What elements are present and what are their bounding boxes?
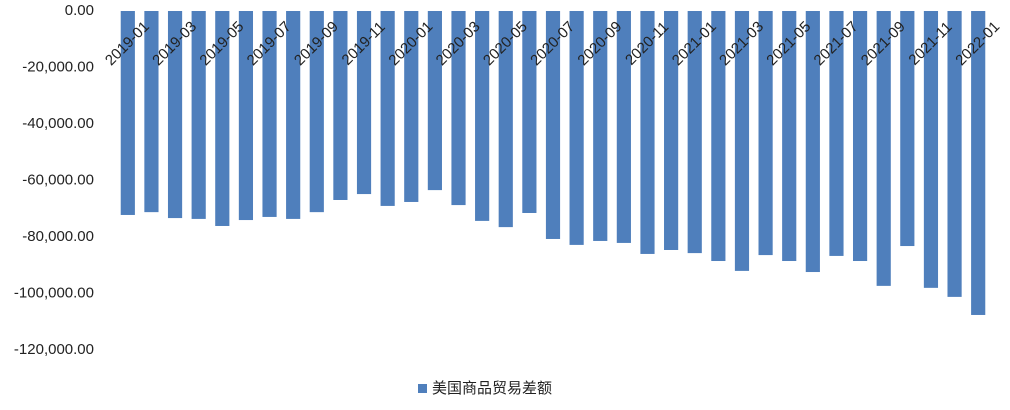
y-tick-label: -60,000.00	[22, 171, 94, 188]
bar	[664, 11, 679, 250]
bar	[593, 11, 608, 241]
y-tick-label: -80,000.00	[22, 228, 94, 245]
bar	[167, 11, 183, 219]
bar	[380, 11, 395, 206]
legend-swatch	[418, 384, 427, 393]
bar	[782, 11, 797, 262]
bar	[333, 11, 348, 200]
bar	[569, 11, 584, 245]
bar	[640, 11, 655, 254]
y-tick-label: -40,000.00	[22, 115, 94, 132]
bar	[356, 11, 372, 195]
bar	[758, 11, 773, 256]
bar	[687, 11, 702, 254]
bar	[545, 11, 561, 239]
bar	[522, 11, 537, 213]
bar	[309, 11, 324, 213]
bar	[451, 11, 466, 206]
bar	[427, 11, 442, 191]
legend-label: 美国商品贸易差额	[432, 380, 552, 397]
bar	[711, 11, 726, 262]
bar	[947, 11, 962, 297]
bar	[900, 11, 915, 247]
bar	[120, 11, 135, 215]
bar	[475, 11, 490, 221]
y-tick-label: -120,000.00	[14, 341, 94, 358]
bar	[498, 11, 513, 228]
y-tick-label: -100,000.00	[14, 284, 94, 301]
bar	[829, 11, 844, 256]
bar	[191, 11, 206, 219]
bar	[876, 11, 891, 286]
y-tick-label: -20,000.00	[22, 58, 94, 75]
bar	[144, 11, 159, 213]
bar	[286, 11, 301, 219]
bar	[215, 11, 230, 226]
bar	[734, 11, 750, 271]
bar	[262, 11, 277, 217]
bar	[805, 11, 820, 273]
bar	[852, 11, 868, 262]
bar	[404, 11, 419, 202]
bar	[923, 11, 939, 288]
bar	[971, 11, 986, 315]
bar	[616, 11, 631, 243]
bar	[238, 11, 254, 221]
y-tick-label: 0.00	[65, 2, 94, 19]
